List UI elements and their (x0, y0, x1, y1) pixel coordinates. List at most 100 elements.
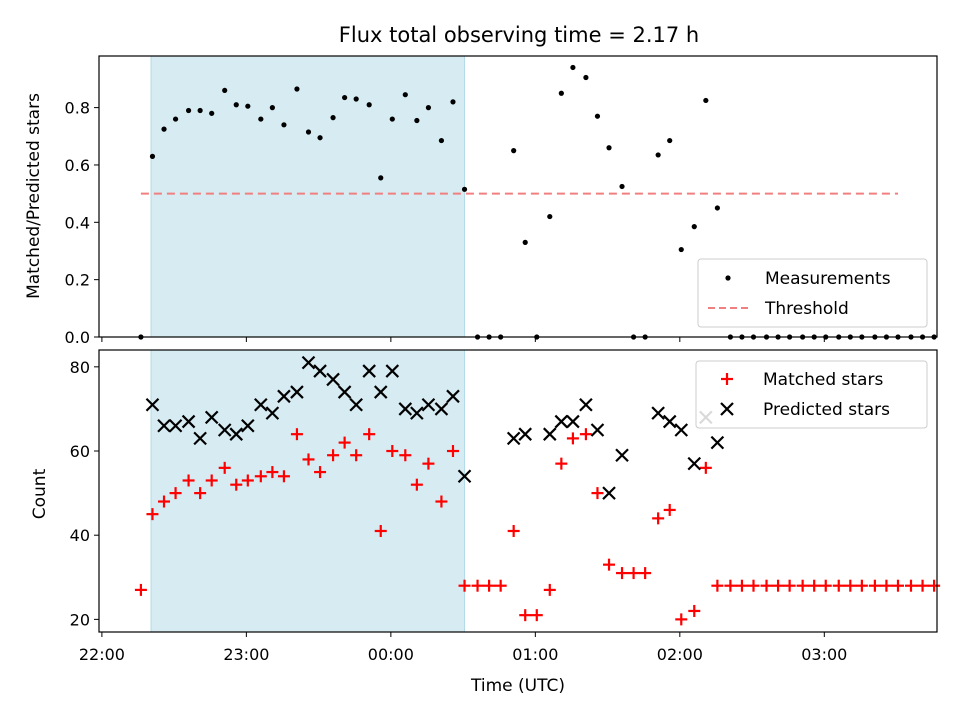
matched-star-point (399, 449, 412, 462)
measurement-point (678, 246, 684, 253)
predicted-star-point (457, 469, 472, 484)
matched-star-point (146, 508, 159, 521)
predicted-star-point (326, 372, 340, 387)
matched-star-point (652, 512, 665, 525)
matched-star-point (627, 567, 640, 580)
x-axis-label: Time (UTC) (470, 676, 565, 696)
matched-star-point (458, 579, 471, 592)
legend-matched-marker (721, 373, 733, 385)
predicted-star-point (301, 355, 316, 370)
predicted-star-point (254, 397, 268, 412)
measurement-point (594, 113, 601, 119)
measurement-point (667, 137, 673, 144)
matched-star-point (507, 524, 520, 537)
matched-star-point (543, 583, 556, 596)
predicted-star-point (543, 427, 557, 441)
matched-star-point (688, 604, 701, 617)
matched-star-point (880, 579, 893, 592)
predicted-star-point (362, 364, 376, 378)
predicted-star-point (217, 423, 232, 437)
measurement-point (570, 64, 576, 71)
matched-star-point (422, 457, 435, 470)
measurement-point (258, 116, 264, 122)
measurement-point (172, 116, 179, 122)
matched-star-point (483, 579, 496, 592)
predicted-star-point (313, 364, 327, 378)
measurement-point (655, 152, 661, 158)
ratio-legend-box (697, 258, 928, 328)
matched-star-point (374, 524, 387, 537)
predicted-star-point (181, 414, 196, 429)
matched-star-point (169, 487, 182, 500)
y-tick-label: 0.6 (65, 156, 90, 175)
matched-star-point (832, 579, 845, 592)
ratio-axes-frame (98, 55, 938, 338)
x-tick-label: 01:00 (512, 645, 558, 664)
measurement-point (222, 87, 228, 94)
matched-star-point (603, 558, 616, 571)
measurement-point (281, 122, 287, 128)
measurement-point (269, 105, 275, 111)
ratio-legend: Measurements Threshold (697, 258, 928, 328)
measurement-point (294, 86, 300, 92)
matched-star-point (302, 453, 315, 466)
measurement-point (438, 137, 445, 144)
matched-star-point (579, 428, 592, 441)
matched-star-point (254, 470, 267, 483)
predicted-star-point (687, 456, 702, 471)
measurement-point (703, 97, 709, 104)
matched-star-point (904, 579, 917, 592)
matched-star-point (386, 445, 399, 458)
measurement-point (402, 92, 408, 98)
count-axes-frame (98, 349, 938, 633)
measurement-point (558, 90, 564, 96)
measurement-point (317, 135, 323, 141)
predicted-star-point (566, 414, 580, 429)
predicted-star-point (602, 486, 616, 500)
matched-star-point (327, 449, 340, 462)
matched-star-point (783, 579, 796, 592)
measurement-point (691, 224, 697, 230)
matched-star-point (314, 466, 327, 479)
predicted-star-point (554, 414, 569, 429)
predicted-star-point (434, 402, 449, 416)
matched-star-point (772, 579, 785, 592)
measurement-point (547, 213, 553, 220)
predicted-star-point (349, 397, 363, 412)
matched-star-point (230, 478, 243, 491)
predicted-star-point (590, 423, 605, 437)
matched-star-point (844, 579, 857, 592)
matched-star-point (134, 583, 147, 596)
predicted-star-point (506, 431, 521, 446)
matched-star-point (891, 579, 904, 592)
legend-matched-label: Matched stars (763, 370, 883, 390)
y-tick-label: 20 (70, 610, 90, 629)
matched-star-point (735, 579, 748, 592)
matched-star-point (819, 579, 832, 592)
matched-star-point (868, 579, 881, 592)
measurement-point (330, 115, 336, 121)
observing-window-band (150, 349, 466, 633)
y-tick-label: 80 (70, 358, 90, 377)
matched-star-point (699, 461, 712, 474)
x-tick-label: 22:00 (79, 645, 125, 664)
matched-star-point (241, 474, 254, 487)
matched-star-point (616, 567, 629, 580)
count-y-axis-label: Count (30, 468, 50, 519)
predicted-star-point (193, 431, 207, 446)
predicted-star-point (277, 389, 291, 404)
y-tick-label: 60 (70, 442, 90, 461)
y-tick-label: 0.0 (65, 328, 90, 347)
predicted-star-point (710, 435, 725, 450)
y-tick-label: 0.4 (65, 213, 90, 232)
ratio-y-axis-label: Matched/Predicted stars (24, 93, 44, 299)
matched-star-point (350, 449, 363, 462)
measurement-point (209, 110, 215, 116)
predicted-star-point (410, 406, 424, 420)
predicted-star-point (337, 385, 352, 399)
legend-threshold-label: Threshold (764, 299, 849, 319)
x-tick-label: 23:00 (223, 645, 269, 664)
matched-star-point (446, 445, 459, 458)
